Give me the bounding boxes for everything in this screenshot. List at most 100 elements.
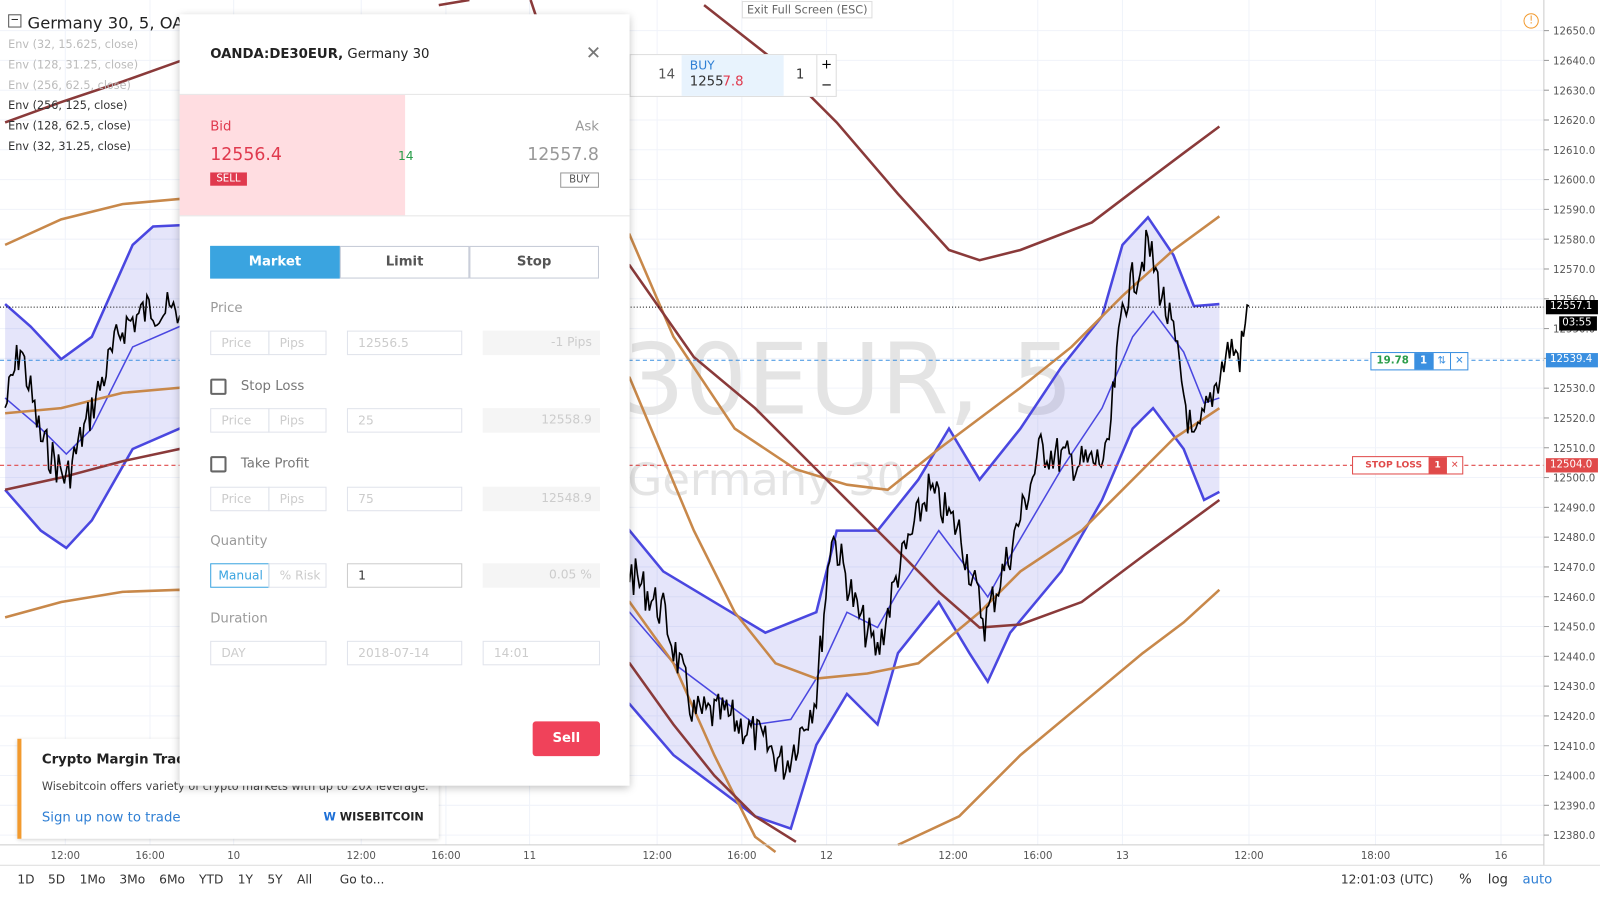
close-button[interactable]: ✕ [585, 42, 602, 65]
indicator-label[interactable]: Env (128, 62.5, close) [8, 119, 131, 133]
stop-loss-price: 12504.0 [1545, 458, 1598, 473]
watermark-symbol: 30EUR, 5 [622, 323, 1073, 437]
countdown-label: 03:55 [1559, 316, 1597, 331]
tab-market[interactable]: Market [210, 245, 340, 279]
sl-price-mode[interactable]: Price [210, 408, 270, 433]
band-lower [4, 406, 1220, 831]
duration-type[interactable]: DAY [210, 640, 327, 666]
buy-tag[interactable]: BUY [559, 172, 599, 188]
qty-manual[interactable]: Manual [210, 563, 270, 588]
env-brown-1 [4, 59, 1221, 629]
indicator-label[interactable]: Env (256, 62.5, close) [8, 78, 131, 92]
duration-label: Duration [210, 611, 268, 627]
minus-button[interactable]: − [820, 77, 833, 93]
trade-bar: 14 BUY 1255 7.8 1 + − [629, 54, 837, 97]
tp-result: 12548.9 [482, 486, 600, 512]
qty-result: 0.05 % [482, 563, 600, 588]
buy-button[interactable]: BUY 1255 7.8 [681, 55, 784, 96]
qty-input[interactable]: 1 [346, 563, 463, 588]
env-brown-4 [438, 0, 470, 7]
price-tick-label: 12580.0 [1553, 235, 1595, 246]
time-tick-label: 16 [1495, 851, 1508, 862]
price-tick-label: 12530.0 [1553, 384, 1595, 395]
time-tick-label: 12 [820, 851, 833, 862]
tab-limit[interactable]: Limit [339, 245, 470, 279]
range-button[interactable]: 5D [47, 872, 66, 887]
range-button[interactable]: 1Mo [79, 872, 106, 887]
tp-pips-mode[interactable]: Pips [268, 486, 327, 512]
band-upper [4, 215, 1220, 635]
range-button[interactable]: 1D [17, 872, 35, 887]
quantity-label: Quantity [210, 533, 268, 549]
qty-risk[interactable]: % Risk [268, 563, 327, 588]
collapse-icon[interactable]: − [8, 14, 22, 28]
clock: 12:01:03 (UTC) [1340, 872, 1434, 887]
range-button[interactable]: 6Mo [159, 872, 186, 887]
take-profit-order[interactable]: 19.78 1 ⇅ ✕ [1370, 352, 1469, 371]
env-brown-5 [529, 0, 537, 16]
range-button[interactable]: 5Y [267, 872, 283, 887]
time-tick-label: 16:00 [431, 851, 460, 862]
indicator-label[interactable]: Env (128, 31.25, close) [8, 58, 139, 72]
panel-title: OANDA:DE30EUR, Germany 30 [210, 47, 429, 62]
price-tick-label: 12490.0 [1553, 503, 1595, 514]
sl-pips-mode[interactable]: Pips [268, 408, 327, 433]
range-button[interactable]: 1Y [237, 872, 254, 887]
ad-banner: Crypto Margin Trading Wisebitcoin offers… [17, 738, 439, 839]
percent-toggle[interactable]: % [1459, 872, 1472, 888]
ad-link[interactable]: Sign up now to trade [41, 810, 181, 826]
log-toggle[interactable]: log [1487, 872, 1508, 888]
take-profit-price: 12539.4 [1545, 353, 1598, 368]
divider [179, 215, 630, 217]
take-profit-reverse[interactable]: ⇅ [1433, 353, 1452, 370]
take-profit-value: 19.78 [1376, 355, 1409, 367]
range-button[interactable]: YTD [198, 872, 224, 887]
buy-price-tail: 7.8 [722, 74, 744, 90]
env-brown-2 [4, 447, 797, 843]
range-button[interactable]: 3Mo [119, 872, 146, 887]
ad-brand[interactable]: W WISEBITCOIN [323, 810, 424, 824]
last-price-label: 12557.1 [1545, 299, 1598, 315]
duration-date[interactable]: 2018-07-14 [346, 640, 463, 666]
env-orange-2 [4, 215, 1221, 492]
exit-fullscreen[interactable]: Exit Full Screen (ESC) [741, 1, 873, 19]
time-tick-label: 12:00 [938, 851, 967, 862]
bid-label: Bid [210, 119, 232, 135]
pips-mode[interactable]: Pips [268, 330, 327, 356]
range-button[interactable]: All [296, 872, 313, 887]
submit-button[interactable]: Sell [532, 721, 600, 757]
indicator-label[interactable]: Env (32, 31.25, close) [8, 139, 131, 154]
stop-loss-order[interactable]: STOP LOSS 1 ✕ [1352, 456, 1464, 475]
price-tick-label: 12430.0 [1553, 682, 1595, 693]
take-profit-qty: 1 [1413, 353, 1434, 370]
sell-tag: SELL [210, 172, 247, 186]
tp-input[interactable]: 75 [346, 486, 463, 512]
time-tick-label: 12:00 [642, 851, 671, 862]
alert-icon[interactable]: ! [1523, 13, 1539, 29]
stop-loss-checkbox[interactable] [210, 378, 227, 395]
sl-result: 12558.9 [482, 408, 600, 433]
take-profit-checkbox[interactable] [210, 456, 227, 473]
time-tick-label: 12:00 [347, 851, 376, 862]
price-tick-label: 12470.0 [1553, 563, 1595, 574]
price-tick-label: 12640.0 [1553, 56, 1595, 67]
tab-stop[interactable]: Stop [469, 245, 599, 279]
price-input[interactable]: 12556.5 [346, 330, 463, 356]
time-tick-label: 10 [227, 851, 240, 862]
goto-button[interactable]: Go to... [339, 872, 385, 887]
plus-button[interactable]: + [820, 57, 833, 73]
sell-side[interactable]: Bid 12556.4 SELL [179, 94, 406, 216]
sl-input[interactable]: 25 [346, 408, 463, 433]
tp-price-mode[interactable]: Price [210, 486, 270, 512]
price-tick-label: 12520.0 [1553, 414, 1595, 425]
panel-name: Germany 30 [343, 46, 430, 63]
price-mode[interactable]: Price [210, 330, 270, 356]
auto-toggle[interactable]: auto [1522, 872, 1553, 888]
stop-loss-close[interactable]: ✕ [1450, 460, 1459, 471]
duration-time[interactable]: 14:01 [482, 640, 600, 666]
take-profit-close[interactable]: ✕ [1455, 355, 1464, 367]
indicator-label[interactable]: Env (256, 125, close) [8, 98, 128, 113]
indicator-label[interactable]: Env (32, 15.625, close) [8, 37, 139, 52]
ad-brand-text: WISEBITCOIN [339, 810, 424, 824]
